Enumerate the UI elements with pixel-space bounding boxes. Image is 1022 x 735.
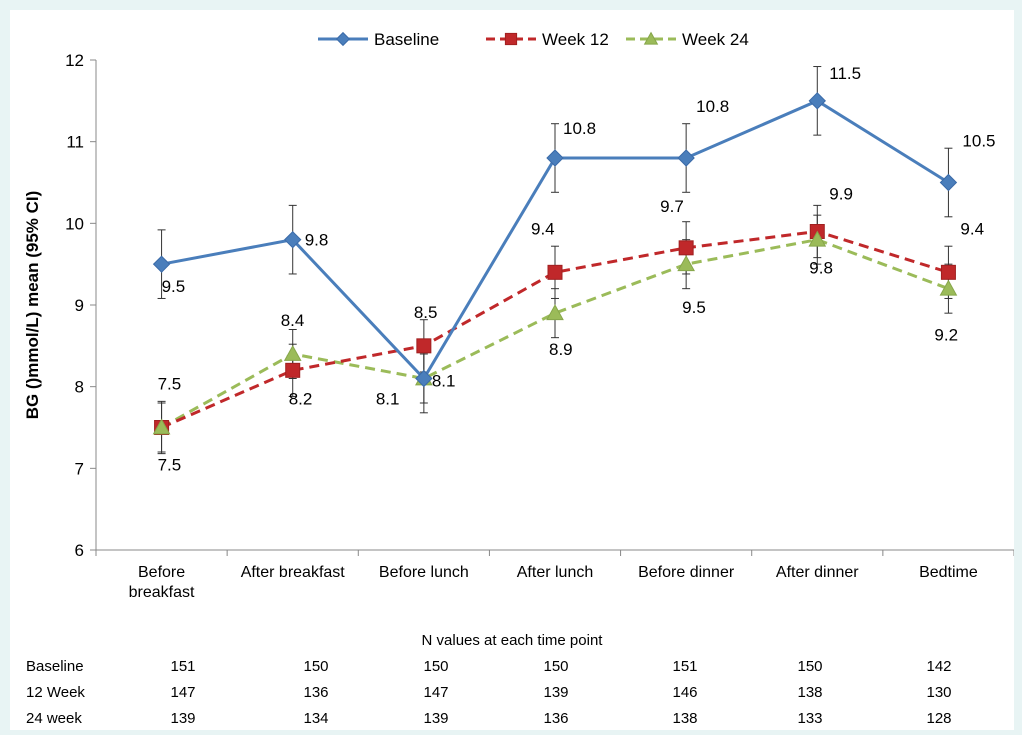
n-cell: 150: [423, 658, 449, 675]
data-label: 7.5: [158, 456, 182, 475]
y-tick-label: 10: [65, 214, 84, 233]
data-point-baseline: [152, 255, 171, 273]
data-label: 9.7: [660, 197, 684, 216]
figure-panel: Baseline Week 12 Week 24 6 7 8 9 10 11 12 Before b…: [10, 10, 1014, 730]
n-cell: 136: [303, 684, 329, 701]
data-label: 8.5: [414, 303, 438, 322]
n-table-caption: N values at each time point: [421, 632, 603, 649]
x-tick-label: Bedtime: [919, 564, 978, 581]
n-table-row-baseline: Baseline 151 150 150 150 151 150 142: [10, 658, 1014, 680]
n-cell: 136: [543, 710, 569, 727]
data-point-week-24: [939, 279, 958, 296]
n-cell: 151: [672, 658, 698, 675]
n-cell: 151: [170, 658, 196, 675]
data-point-baseline: [939, 173, 958, 192]
error-bars: [157, 66, 953, 455]
data-label: 9.4: [960, 219, 984, 238]
data-label: 10.8: [563, 119, 596, 138]
data-point-week-12: [285, 362, 301, 378]
n-cell: 150: [543, 658, 569, 675]
legend: Baseline Week 12 Week 24: [318, 30, 749, 49]
data-label: 8.2: [289, 389, 313, 408]
data-label: 9.9: [829, 185, 853, 204]
x-tick-label: Before: [138, 564, 185, 581]
data-point-baseline: [677, 149, 695, 167]
data-point-baseline: [415, 369, 433, 388]
y-tick-label: 6: [75, 541, 84, 560]
data-label: 9.2: [934, 326, 958, 345]
data-label: 9.5: [682, 298, 706, 317]
data-label: 10.8: [696, 97, 729, 116]
x-tick-label: After breakfast: [241, 564, 346, 581]
data-label: 9.8: [305, 231, 329, 250]
n-cell: 133: [797, 710, 823, 727]
n-cell: 146: [672, 684, 698, 701]
legend-marker: [504, 32, 518, 46]
data-point-week-24: [152, 418, 171, 435]
data-label: 8.4: [281, 311, 305, 330]
data-point-week-24: [546, 304, 564, 321]
row-label: Baseline: [26, 658, 84, 675]
n-cell: 138: [672, 710, 698, 727]
n-table-row-week24: 24 week 139 134 139 136 138 133 128: [10, 710, 1014, 732]
x-tick-label: After lunch: [517, 564, 593, 581]
data-point-week-24: [283, 344, 302, 361]
n-cell: 134: [303, 710, 329, 727]
n-cell: 138: [797, 684, 823, 701]
legend-label: Week 24: [682, 30, 749, 49]
n-cell: 150: [797, 658, 823, 675]
x-tick-label: Before lunch: [379, 564, 469, 581]
x-tick-label: breakfast: [129, 584, 195, 601]
data-label: 8.1: [432, 372, 456, 391]
data-point-baseline: [284, 230, 302, 249]
legend-item-week-12: Week 12: [486, 30, 609, 49]
y-tick-label: 12: [65, 51, 84, 70]
n-cell: 147: [170, 684, 196, 701]
data-point-week-12: [678, 240, 694, 256]
data-label: 7.5: [158, 375, 182, 394]
data-point-week-12: [547, 264, 563, 280]
n-cell: 139: [543, 684, 569, 701]
n-cell: 147: [423, 684, 449, 701]
x-tick-label: Before dinner: [638, 564, 735, 581]
legend-marker: [643, 31, 659, 45]
x-tick-label: After dinner: [776, 564, 859, 581]
data-label: 9.5: [162, 277, 186, 296]
line-chart: Baseline Week 12 Week 24 6 7 8 9 10 11 12 Before b…: [23, 30, 1014, 601]
y-tick-label: 7: [75, 459, 84, 478]
data-label: 10.5: [962, 132, 995, 151]
data-label: 9.8: [809, 259, 833, 278]
n-cell: 139: [170, 710, 196, 727]
axes: 6 7 8 9 10 11 12 Before breakfast After breakfast…: [23, 51, 1014, 601]
n-cell: 130: [926, 684, 952, 701]
row-label: 12 Week: [26, 684, 85, 701]
y-axis-title: BG ()mmol/L) mean (95% CI): [23, 191, 42, 420]
legend-label: Baseline: [374, 30, 439, 49]
n-cell: 139: [423, 710, 449, 727]
n-cell: 150: [303, 658, 329, 675]
legend-label: Week 12: [542, 30, 609, 49]
data-labels: 9.5 9.8 8.1 10.8 10.8 11.5 10.5 7.5 8.2 8.5 9.4 9.7…: [158, 64, 996, 475]
y-tick-label: 9: [75, 296, 84, 315]
data-point-baseline: [808, 92, 826, 110]
data-point-week-24: [677, 255, 695, 272]
data-label: 8.1: [376, 390, 400, 409]
legend-item-week-24: Week 24: [626, 30, 749, 49]
data-label: 9.4: [531, 219, 555, 238]
n-cell: 142: [926, 658, 952, 675]
data-point-week-12: [416, 338, 432, 354]
data-point-baseline: [546, 149, 564, 167]
data-point-week-24: [808, 230, 827, 247]
legend-item-baseline: Baseline: [318, 30, 439, 49]
data-label: 8.9: [549, 340, 573, 359]
n-cell: 128: [926, 710, 952, 727]
row-label: 24 week: [26, 710, 82, 727]
y-tick-label: 11: [66, 133, 84, 152]
series-markers: [152, 92, 958, 435]
data-point-week-12: [940, 264, 956, 280]
data-label: 11.5: [829, 64, 861, 83]
legend-marker: [335, 31, 351, 47]
y-tick-label: 8: [75, 378, 84, 397]
n-table-row-week12: 12 Week 147 136 147 139 146 138 130: [10, 684, 1014, 706]
